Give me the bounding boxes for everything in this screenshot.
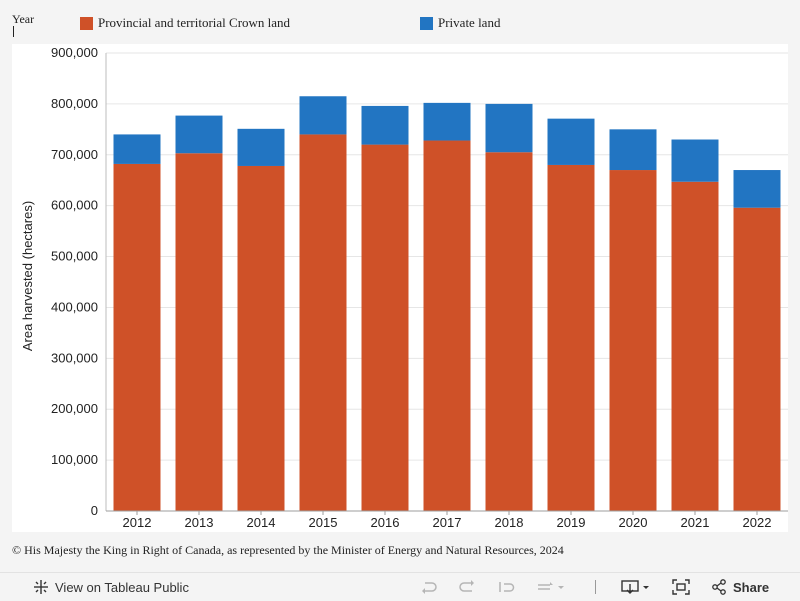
download-button[interactable]: [621, 573, 651, 601]
y-tick-label: 500,000: [51, 249, 98, 264]
x-tick-label-2019: 2019: [557, 515, 586, 530]
x-tick-label-2020: 2020: [619, 515, 648, 530]
view-on-tableau-public-label: View on Tableau Public: [55, 579, 189, 595]
legend-label-private-land: Private land: [438, 15, 501, 30]
toolbar-divider: [595, 573, 596, 601]
bar-crown-land-2018[interactable]: [485, 152, 533, 511]
bar-crown-land-2013[interactable]: [175, 153, 223, 512]
share-label: Share: [733, 579, 770, 595]
year-filter-label: Year: [12, 12, 35, 26]
bar-private-land-2017[interactable]: [423, 102, 471, 141]
header: Year Provincial and territorial Crown la…: [0, 0, 800, 44]
y-tick-label: 600,000: [51, 198, 98, 213]
bar-private-land-2015[interactable]: [299, 96, 347, 135]
y-tick-label: 100,000: [51, 452, 98, 467]
legend-swatch-crown-land: [80, 16, 93, 30]
y-tick-label: 200,000: [51, 401, 98, 416]
chart-panel: 0 100,000 200,000 300,000 400,000 500,000 600,…: [12, 44, 788, 532]
fullscreen-button[interactable]: [672, 573, 690, 601]
bar-crown-land-2021[interactable]: [671, 181, 719, 511]
y-tick-label: 800,000: [51, 96, 98, 111]
bar-private-land-2019[interactable]: [547, 118, 595, 165]
bar-private-land-2016[interactable]: [361, 105, 409, 145]
bar-private-land-2014[interactable]: [237, 128, 285, 166]
y-axis-label: Area harvested (hectares): [20, 201, 35, 351]
bar-crown-land-2016[interactable]: [361, 144, 409, 511]
fullscreen-icon: [672, 579, 690, 595]
x-tick-label-2013: 2013: [185, 515, 214, 530]
refresh-icon: [538, 582, 564, 590]
x-tick-label-2015: 2015: [309, 515, 338, 530]
x-tick-label-2012: 2012: [123, 515, 152, 530]
bar-crown-land-2022[interactable]: [733, 207, 781, 512]
legend-label-crown-land: Provincial and territorial Crown land: [98, 15, 291, 30]
share-button[interactable]: Share: [711, 573, 769, 601]
share-icon: [712, 579, 726, 595]
undo-button[interactable]: [420, 573, 438, 601]
x-tick-label-2017: 2017: [433, 515, 462, 530]
redo-button[interactable]: [458, 573, 476, 601]
y-tick-label: 700,000: [51, 147, 98, 162]
legend-item-private-land[interactable]: Private land: [420, 15, 500, 31]
bar-private-land-2021[interactable]: [671, 139, 719, 182]
x-tick-label-2014: 2014: [247, 515, 276, 530]
x-tick-label-2022: 2022: [743, 515, 772, 530]
bar-crown-land-2015[interactable]: [299, 134, 347, 511]
redo-icon: [459, 580, 474, 592]
refresh-button[interactable]: [536, 573, 566, 601]
tableau-logo-icon: [34, 580, 48, 594]
bar-crown-land-2017[interactable]: [423, 140, 471, 511]
x-tick-label-2016: 2016: [371, 515, 400, 530]
x-tick-label-2018: 2018: [495, 515, 524, 530]
tableau-toolbar: View on Tableau Public: [0, 572, 800, 601]
bar-private-land-2012[interactable]: [113, 134, 161, 164]
bar-private-land-2013[interactable]: [175, 115, 223, 154]
y-tick-label: 400,000: [51, 299, 98, 314]
bar-private-land-2020[interactable]: [609, 129, 657, 171]
bar-layer: [113, 96, 781, 512]
view-on-tableau-public-link[interactable]: View on Tableau Public: [33, 573, 189, 601]
revert-button[interactable]: [498, 573, 516, 601]
axis-layer: 0 100,000 200,000 300,000 400,000 500,000 600,…: [51, 45, 788, 530]
download-icon: [621, 580, 649, 594]
y-tick-label: 300,000: [51, 350, 98, 365]
revert-icon: [499, 582, 515, 592]
bar-crown-land-2012[interactable]: [113, 163, 161, 511]
y-tick-label: 900,000: [51, 45, 98, 60]
year-filter-input[interactable]: [13, 26, 14, 37]
bar-crown-land-2014[interactable]: [237, 165, 285, 511]
legend-item-crown-land[interactable]: Provincial and territorial Crown land: [80, 15, 290, 31]
legend-swatch-private-land: [420, 16, 433, 30]
bar-private-land-2018[interactable]: [485, 103, 533, 153]
stacked-bar-chart: 0 100,000 200,000 300,000 400,000 500,000 600,…: [20, 45, 788, 530]
x-tick-label-2021: 2021: [681, 515, 710, 530]
bar-crown-land-2020[interactable]: [609, 170, 657, 511]
bar-crown-land-2019[interactable]: [547, 164, 595, 511]
copyright-note: © His Majesty the King in Right of Canad…: [12, 543, 564, 557]
y-tick-label: 0: [91, 503, 98, 518]
undo-icon: [422, 582, 437, 594]
bar-private-land-2022[interactable]: [733, 170, 781, 208]
